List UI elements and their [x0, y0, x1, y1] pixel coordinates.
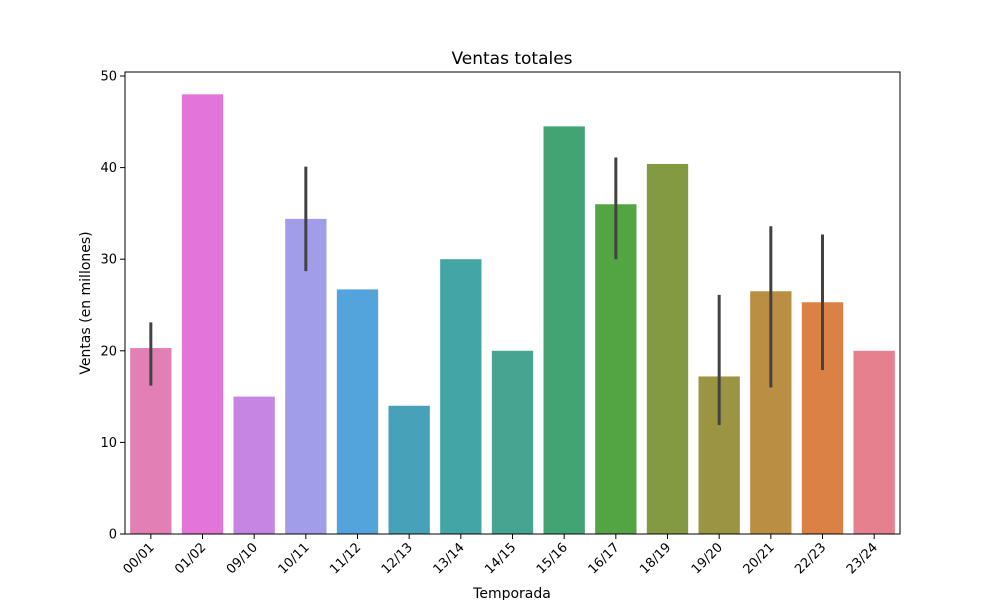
x-tick-label: 18/19: [637, 540, 674, 577]
bar-14-15: [491, 350, 534, 534]
x-axis-title: Temporada: [472, 586, 551, 600]
bar-11-12: [336, 289, 379, 534]
x-tick-label: 13/14: [431, 540, 468, 577]
bar-23-24: [853, 350, 895, 534]
bars-group: [130, 94, 895, 535]
x-tick-label: 00/01: [121, 540, 158, 577]
x-axis: 00/01 01/02 09/10 10/11 11/12 12/13 13/14 14/15…: [121, 534, 881, 577]
x-tick-label: 14/15: [482, 540, 519, 577]
y-tick-label: 40: [100, 161, 117, 176]
bar-18-19: [646, 163, 689, 534]
chart-title: Ventas totales: [451, 49, 572, 69]
error-bars-group: [149, 157, 824, 425]
y-tick-label: 0: [109, 528, 117, 543]
x-tick-label: 15/16: [534, 540, 571, 577]
bar-10-11: [285, 218, 327, 534]
bar-13-14: [440, 259, 482, 534]
x-tick-label: 20/21: [741, 540, 778, 577]
x-tick-label: 23/24: [844, 540, 881, 577]
y-tick-label: 20: [100, 344, 117, 359]
bar-15-16: [543, 126, 585, 534]
x-tick-label: 09/10: [224, 540, 261, 577]
bar-01-02: [181, 94, 224, 534]
y-tick-label: 10: [100, 436, 117, 451]
bar-09-10: [233, 396, 275, 534]
y-tick-label: 30: [100, 253, 117, 268]
x-tick-label: 01/02: [172, 540, 209, 577]
y-axis-title: Ventas (en millones): [78, 231, 94, 374]
x-tick-label: 16/17: [586, 540, 623, 577]
x-tick-label: 19/20: [689, 540, 726, 577]
x-tick-label: 22/23: [792, 540, 829, 577]
x-tick-label: 10/11: [276, 540, 313, 577]
y-axis: 0 10 20 30 40 50: [100, 70, 125, 543]
y-tick-label: 50: [100, 70, 117, 85]
bar-12-13: [388, 405, 430, 534]
x-tick-label: 12/13: [379, 540, 416, 577]
x-tick-label: 11/12: [327, 540, 364, 577]
